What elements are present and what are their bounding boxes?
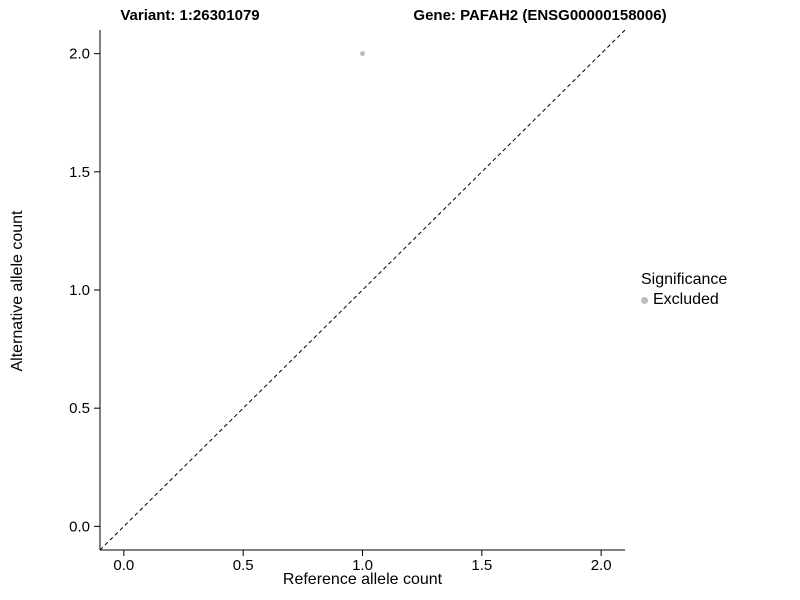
legend-entry-excluded: Excluded: [641, 291, 727, 309]
data-point: [360, 51, 365, 57]
x-tick-label: 1.0: [352, 557, 373, 574]
legend-entry-label: Excluded: [653, 291, 719, 308]
x-tick-label: 2.0: [591, 557, 612, 574]
y-tick-label: 0.0: [69, 518, 90, 535]
excluded-point-swatch: [641, 296, 648, 304]
legend: Significance Excluded: [641, 271, 727, 309]
x-axis-title: Reference allele count: [282, 571, 443, 588]
y-tick-label: 1.0: [69, 282, 90, 299]
plot-title-variant: Variant: 1:26301079: [120, 7, 260, 24]
legend-title: Significance: [641, 271, 728, 288]
identity-reference-line: [99, 29, 626, 551]
x-tick-label: 1.5: [471, 557, 492, 574]
x-tick-label: 0.0: [113, 557, 134, 574]
x-tick-label: 0.5: [233, 557, 254, 574]
y-axis-title: Alternative allele count: [9, 210, 26, 372]
y-tick-label: 1.5: [69, 164, 90, 181]
y-tick-label: 2.0: [69, 46, 90, 63]
plot-title-gene: Gene: PAFAH2 (ENSG00000158006): [413, 7, 667, 24]
y-tick-label: 0.5: [69, 400, 90, 417]
